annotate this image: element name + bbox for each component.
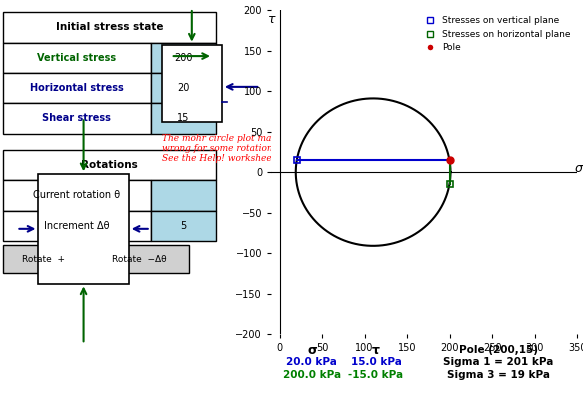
- Text: Pole (200,15): Pole (200,15): [459, 345, 538, 355]
- Legend: Stresses on vertical plane, Stresses on horizontal plane, Pole: Stresses on vertical plane, Stresses on …: [419, 15, 573, 54]
- Bar: [38, 174, 129, 284]
- Text: Increment Δθ: Increment Δθ: [44, 221, 110, 231]
- Bar: [3, 12, 216, 43]
- Bar: [150, 180, 216, 211]
- Text: Sigma 3 = 19 kPa: Sigma 3 = 19 kPa: [447, 370, 550, 379]
- Bar: [161, 45, 222, 122]
- Text: 20.0 kPa: 20.0 kPa: [286, 358, 338, 367]
- Text: The mohr circle plot may b
wrong for some rotations
See the Help! worksheet: The mohr circle plot may b wrong for som…: [161, 134, 285, 164]
- Text: Current rotation θ: Current rotation θ: [33, 190, 120, 200]
- Bar: [3, 150, 216, 180]
- Text: Vertical stress: Vertical stress: [37, 53, 116, 63]
- Text: Sigma 1 = 201 kPa: Sigma 1 = 201 kPa: [443, 358, 554, 367]
- Text: Initial stress state: Initial stress state: [56, 22, 163, 32]
- Text: 15: 15: [177, 113, 190, 124]
- Text: Rotate  −Δθ: Rotate −Δθ: [113, 255, 167, 264]
- Bar: [3, 73, 151, 103]
- Bar: [150, 103, 216, 134]
- Bar: [3, 245, 85, 273]
- Bar: [3, 103, 151, 134]
- Bar: [3, 211, 151, 241]
- Bar: [150, 43, 216, 73]
- Text: 15.0 kPa: 15.0 kPa: [350, 358, 402, 367]
- Text: Rotate  +: Rotate +: [22, 255, 65, 264]
- Text: Rotations: Rotations: [81, 160, 138, 170]
- Text: 200.0 kPa: 200.0 kPa: [283, 370, 341, 379]
- Text: σ: σ: [307, 344, 317, 357]
- Text: Horizontal stress: Horizontal stress: [30, 83, 124, 93]
- Bar: [90, 245, 189, 273]
- Bar: [3, 180, 151, 211]
- Text: 200: 200: [174, 53, 193, 63]
- Text: τ: τ: [372, 344, 380, 357]
- Text: σ: σ: [575, 162, 582, 175]
- Bar: [3, 43, 151, 73]
- Bar: [150, 73, 216, 103]
- Text: Shear stress: Shear stress: [43, 113, 111, 124]
- Text: -15.0 kPa: -15.0 kPa: [349, 370, 403, 379]
- Text: 20: 20: [177, 83, 190, 93]
- Text: τ: τ: [268, 13, 275, 26]
- Text: 5: 5: [181, 221, 187, 231]
- Bar: [150, 211, 216, 241]
